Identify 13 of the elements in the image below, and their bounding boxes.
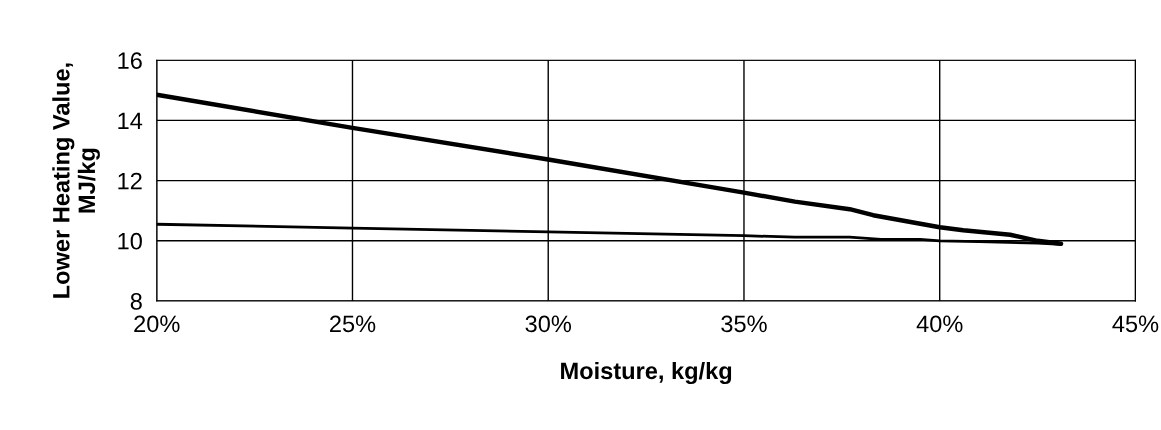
y-tick-label: 10 [118,232,142,250]
x-tick-label: 30% [525,315,572,333]
y-axis-title: Lower Heating Value, MJ/kg [52,63,100,298]
x-tick-label: 20% [134,315,180,333]
y-tick-label: 14 [118,112,143,129]
x-tick-label: 40% [916,315,963,333]
y-tick-label: 16 [118,52,142,69]
x-tick-label: 45% [1112,315,1159,333]
x-tick-label: 35% [721,315,767,333]
y-tick-label: 12 [118,172,142,190]
x-axis-title: Moisture, kg/kg [561,361,732,385]
y-tick-label: 8 [130,293,142,310]
x-tick-label: 25% [330,315,376,333]
